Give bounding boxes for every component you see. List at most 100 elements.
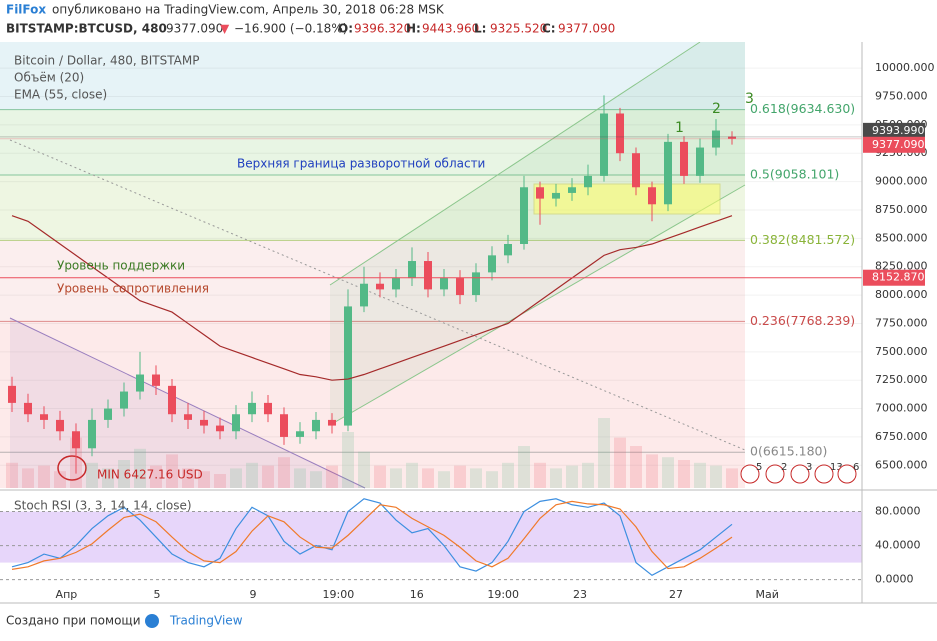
fib-zone bbox=[0, 452, 745, 488]
y-tick-label: 40.0000 bbox=[875, 539, 921, 552]
candle-body bbox=[488, 255, 496, 273]
candle-body bbox=[312, 419, 320, 432]
x-tick-label: 19:00 bbox=[323, 588, 355, 601]
stoch-line bbox=[11, 498, 733, 577]
volume-bar bbox=[710, 465, 722, 488]
volume-bar bbox=[470, 468, 482, 488]
y-tick-label: 8000.000 bbox=[875, 288, 928, 301]
x-tick-label: 16 bbox=[410, 588, 424, 601]
volume-bar bbox=[102, 468, 114, 488]
x-tick-label: 9 bbox=[249, 588, 256, 601]
legend-item: EMA (55, close) bbox=[14, 88, 107, 102]
y-tick-label: 7750.000 bbox=[875, 316, 928, 329]
candle-body bbox=[616, 113, 624, 154]
stoch-title: Stoch RSI (3, 3, 14, 14, close) bbox=[14, 499, 192, 513]
wave: 2 bbox=[712, 101, 721, 117]
annotation: Уровень поддержки bbox=[57, 259, 185, 273]
candle-body bbox=[376, 283, 384, 290]
volume-bar bbox=[662, 457, 674, 488]
candle-body bbox=[728, 136, 736, 139]
author[interactable]: FilFox bbox=[6, 3, 46, 17]
candle-body bbox=[280, 414, 288, 437]
event-icon bbox=[814, 464, 834, 484]
candle-body bbox=[72, 431, 80, 449]
x-tick-label: 5 bbox=[153, 588, 160, 601]
published: опубликовано на TradingView.com, Апрель … bbox=[52, 3, 445, 17]
ohlc-value: 9443.960 bbox=[422, 22, 479, 36]
price-tag-label: 9393.990 bbox=[872, 124, 925, 137]
candle-body bbox=[344, 306, 352, 426]
arrow: ▼ bbox=[220, 22, 230, 36]
volume-bar bbox=[646, 454, 658, 488]
volume-bar bbox=[630, 446, 642, 488]
ohlc-key: H: bbox=[406, 22, 421, 36]
ohlc-key: O: bbox=[338, 22, 353, 36]
candle-body bbox=[56, 419, 64, 432]
y-tick-label: 8250.000 bbox=[875, 260, 928, 273]
x-tick-label: Апр bbox=[56, 588, 78, 601]
volume-bar bbox=[246, 462, 258, 488]
y-tick-label: 7500.000 bbox=[875, 345, 928, 358]
volume-bar bbox=[118, 460, 130, 488]
candle-body bbox=[168, 385, 176, 415]
price-tag bbox=[863, 122, 925, 139]
volume-bar bbox=[150, 465, 162, 488]
candle-body bbox=[712, 130, 720, 148]
volume-bar bbox=[342, 432, 354, 488]
candle-body bbox=[504, 244, 512, 256]
volume-bar bbox=[438, 471, 450, 488]
wave: 3 bbox=[745, 91, 754, 107]
volume-bar bbox=[614, 437, 626, 488]
candle-body bbox=[568, 187, 576, 193]
event-icon bbox=[790, 464, 810, 484]
volume-bar bbox=[358, 451, 370, 488]
event-count: 2 bbox=[781, 462, 787, 473]
candle-body bbox=[360, 283, 368, 307]
volume-bar bbox=[262, 465, 274, 488]
candle-body bbox=[152, 374, 160, 386]
volume-bar bbox=[310, 471, 322, 488]
change: −16.900 (−0.18%) bbox=[234, 22, 347, 36]
candle-body bbox=[696, 147, 704, 176]
symbol: BITSTAMP:BTCUSD, 480 bbox=[6, 22, 167, 36]
fib-label: 0(6615.180) bbox=[750, 444, 827, 459]
x-tick-label: 19:00 bbox=[487, 588, 519, 601]
event-count: 3 bbox=[806, 462, 812, 473]
plot: 6500.000 6750.000 7000.000 7250.000 7500.000… bbox=[0, 61, 935, 601]
wave: 1 bbox=[675, 120, 684, 136]
candle-body bbox=[216, 425, 224, 432]
event-count: 13 bbox=[830, 462, 843, 473]
price-tag bbox=[863, 269, 925, 286]
candle-body bbox=[552, 192, 560, 199]
volume-bar bbox=[550, 468, 562, 488]
candle-body bbox=[120, 391, 128, 409]
events: 5 2 3 13 6 bbox=[740, 462, 859, 484]
volume-bar bbox=[534, 462, 546, 488]
volume-bar bbox=[374, 465, 386, 488]
y-tick-label: 8750.000 bbox=[875, 203, 928, 216]
volume-bar bbox=[598, 418, 610, 488]
footer-brand[interactable]: TradingView bbox=[169, 614, 243, 628]
volume-bar bbox=[294, 468, 306, 488]
fib-zone bbox=[0, 42, 745, 110]
x-tick-label: 23 bbox=[573, 588, 587, 601]
candle-body bbox=[664, 141, 672, 205]
fib-zone bbox=[0, 240, 745, 322]
candle-body bbox=[536, 187, 544, 199]
volume-bar bbox=[406, 462, 418, 488]
volume-bar bbox=[390, 468, 402, 488]
candle-body bbox=[632, 153, 640, 188]
candle-body bbox=[584, 175, 592, 188]
candle-body bbox=[648, 187, 656, 205]
volume-bar bbox=[518, 446, 530, 488]
stoch-line bbox=[11, 500, 733, 570]
fib-label: 0.382(8481.572) bbox=[750, 232, 855, 247]
ema-line bbox=[11, 215, 733, 381]
x-tick-label: 27 bbox=[669, 588, 683, 601]
event-icon bbox=[765, 464, 785, 484]
candle-body bbox=[472, 272, 480, 296]
candle-body bbox=[424, 261, 432, 290]
price-tag-label: 9377.090 bbox=[872, 138, 925, 151]
